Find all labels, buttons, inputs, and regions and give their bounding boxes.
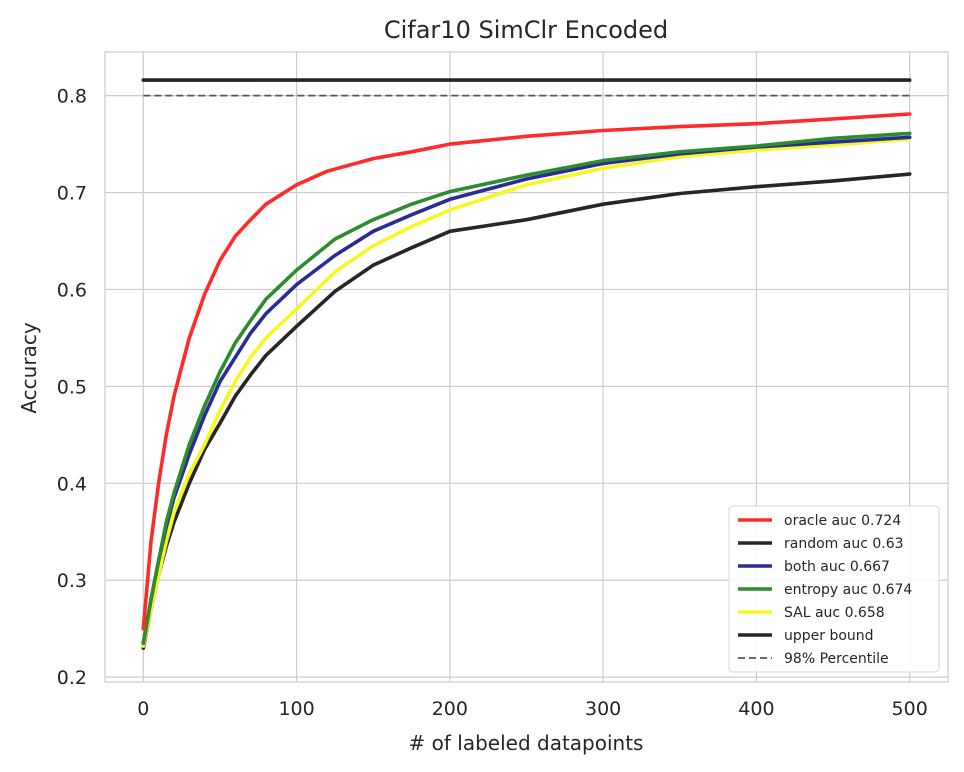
legend-label: entropy auc 0.674 bbox=[784, 582, 912, 598]
x-axis-label: # of labeled datapoints bbox=[409, 731, 644, 755]
plot-frame bbox=[104, 51, 949, 683]
x-tick-label: 200 bbox=[432, 698, 468, 720]
legend-label: upper bound bbox=[784, 628, 874, 644]
y-axis-label: Accuracy bbox=[17, 322, 41, 413]
legend-label: oracle auc 0.724 bbox=[784, 513, 901, 529]
y-tick-label: 0.3 bbox=[57, 570, 87, 592]
y-tick-label: 0.4 bbox=[57, 473, 87, 495]
grid bbox=[105, 52, 948, 682]
series-lines bbox=[141, 78, 912, 650]
legend: oracle auc 0.724 random auc 0.63 both auc … bbox=[728, 505, 940, 673]
legend-label: SAL auc 0.658 bbox=[784, 605, 885, 621]
series-line-1 bbox=[141, 172, 912, 650]
x-tick-label: 500 bbox=[892, 698, 928, 720]
chart-title: Cifar10 SimClr Encoded bbox=[384, 16, 668, 44]
legend-box bbox=[728, 505, 940, 673]
series-line-3 bbox=[141, 131, 912, 646]
y-tick-label: 0.5 bbox=[57, 376, 87, 398]
x-tick-label: 300 bbox=[585, 698, 621, 720]
y-tick-label: 0.7 bbox=[57, 183, 87, 205]
x-tick-label: 0 bbox=[137, 698, 149, 720]
tick-labels: 0 100 200 300 400 500 0.2 0.3 0.4 0.5 0.6 0.7 0.8 bbox=[57, 86, 928, 720]
x-tick-label: 400 bbox=[738, 698, 774, 720]
legend-label: 98% Percentile bbox=[784, 651, 889, 667]
series-line-4 bbox=[141, 137, 912, 648]
series-line-0 bbox=[141, 112, 912, 631]
y-tick-label: 0.6 bbox=[57, 279, 87, 301]
y-tick-label: 0.8 bbox=[57, 86, 87, 108]
legend-label: both auc 0.667 bbox=[784, 559, 890, 575]
x-tick-label: 100 bbox=[278, 698, 314, 720]
y-tick-label: 0.2 bbox=[57, 667, 87, 689]
legend-label: random auc 0.63 bbox=[784, 536, 904, 552]
